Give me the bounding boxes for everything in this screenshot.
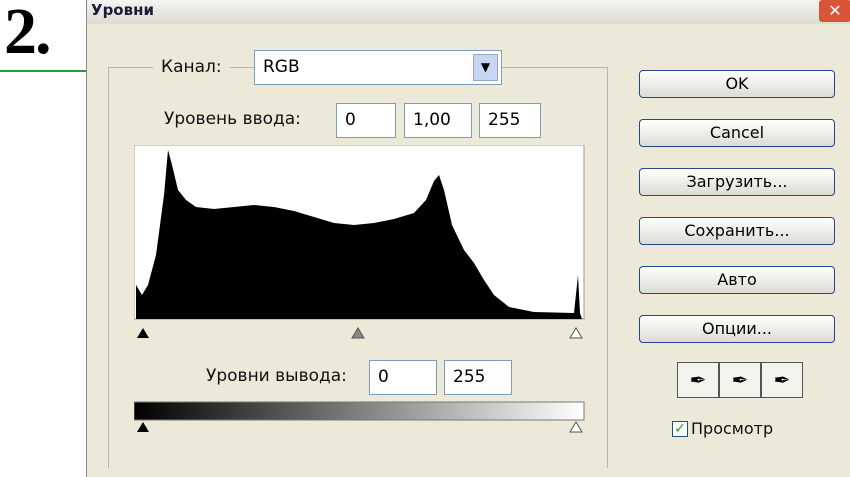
black-eyedropper[interactable]: ✒: [677, 362, 719, 398]
histogram: [136, 150, 582, 319]
output-black-slider[interactable]: [137, 422, 149, 432]
dialog-button[interactable]: Авто: [639, 266, 835, 294]
output-levels-label: Уровни вывода:: [206, 366, 347, 386]
input-level-field[interactable]: 255: [479, 103, 541, 138]
preview-label: Просмотр: [691, 419, 774, 438]
white-eyedropper[interactable]: ✒: [761, 362, 803, 398]
gamma-slider[interactable]: [351, 327, 365, 339]
dialog-button[interactable]: Сохранить...: [639, 217, 835, 245]
channel-value: RGB: [263, 57, 300, 77]
output-gradient: [134, 401, 585, 421]
output-level-field[interactable]: 255: [444, 360, 512, 395]
preview-checkbox[interactable]: ✓: [672, 421, 688, 437]
title-bar: Уровни ✕: [87, 0, 850, 24]
dialog-button[interactable]: Опции...: [639, 315, 835, 343]
input-levels-label: Уровень ввода:: [164, 109, 301, 129]
dialog-button[interactable]: Cancel: [639, 119, 835, 147]
input-level-field[interactable]: 0: [336, 103, 396, 138]
channel-dropdown[interactable]: RGB ▼: [254, 50, 502, 85]
step-number: 2.: [4, 0, 51, 68]
dialog-title: Уровни: [91, 1, 154, 19]
channel-label: Канал:: [153, 57, 230, 77]
dialog-button[interactable]: Загрузить...: [639, 168, 835, 196]
white-point-slider[interactable]: [569, 327, 583, 339]
histogram-area: [134, 145, 585, 433]
dialog-button[interactable]: OK: [639, 70, 835, 98]
dropdown-arrow[interactable]: ▼: [473, 54, 498, 81]
output-level-field[interactable]: 0: [369, 360, 437, 395]
gray-eyedropper[interactable]: ✒: [719, 362, 761, 398]
underline: [0, 70, 88, 72]
input-level-field[interactable]: 1,00: [404, 103, 472, 138]
levels-dialog: Уровни ✕ Канал: RGB ▼ Уровень ввода: Уро…: [86, 0, 850, 477]
black-point-slider[interactable]: [137, 328, 149, 338]
close-button[interactable]: ✕: [819, 0, 850, 22]
output-white-slider[interactable]: [569, 421, 583, 433]
